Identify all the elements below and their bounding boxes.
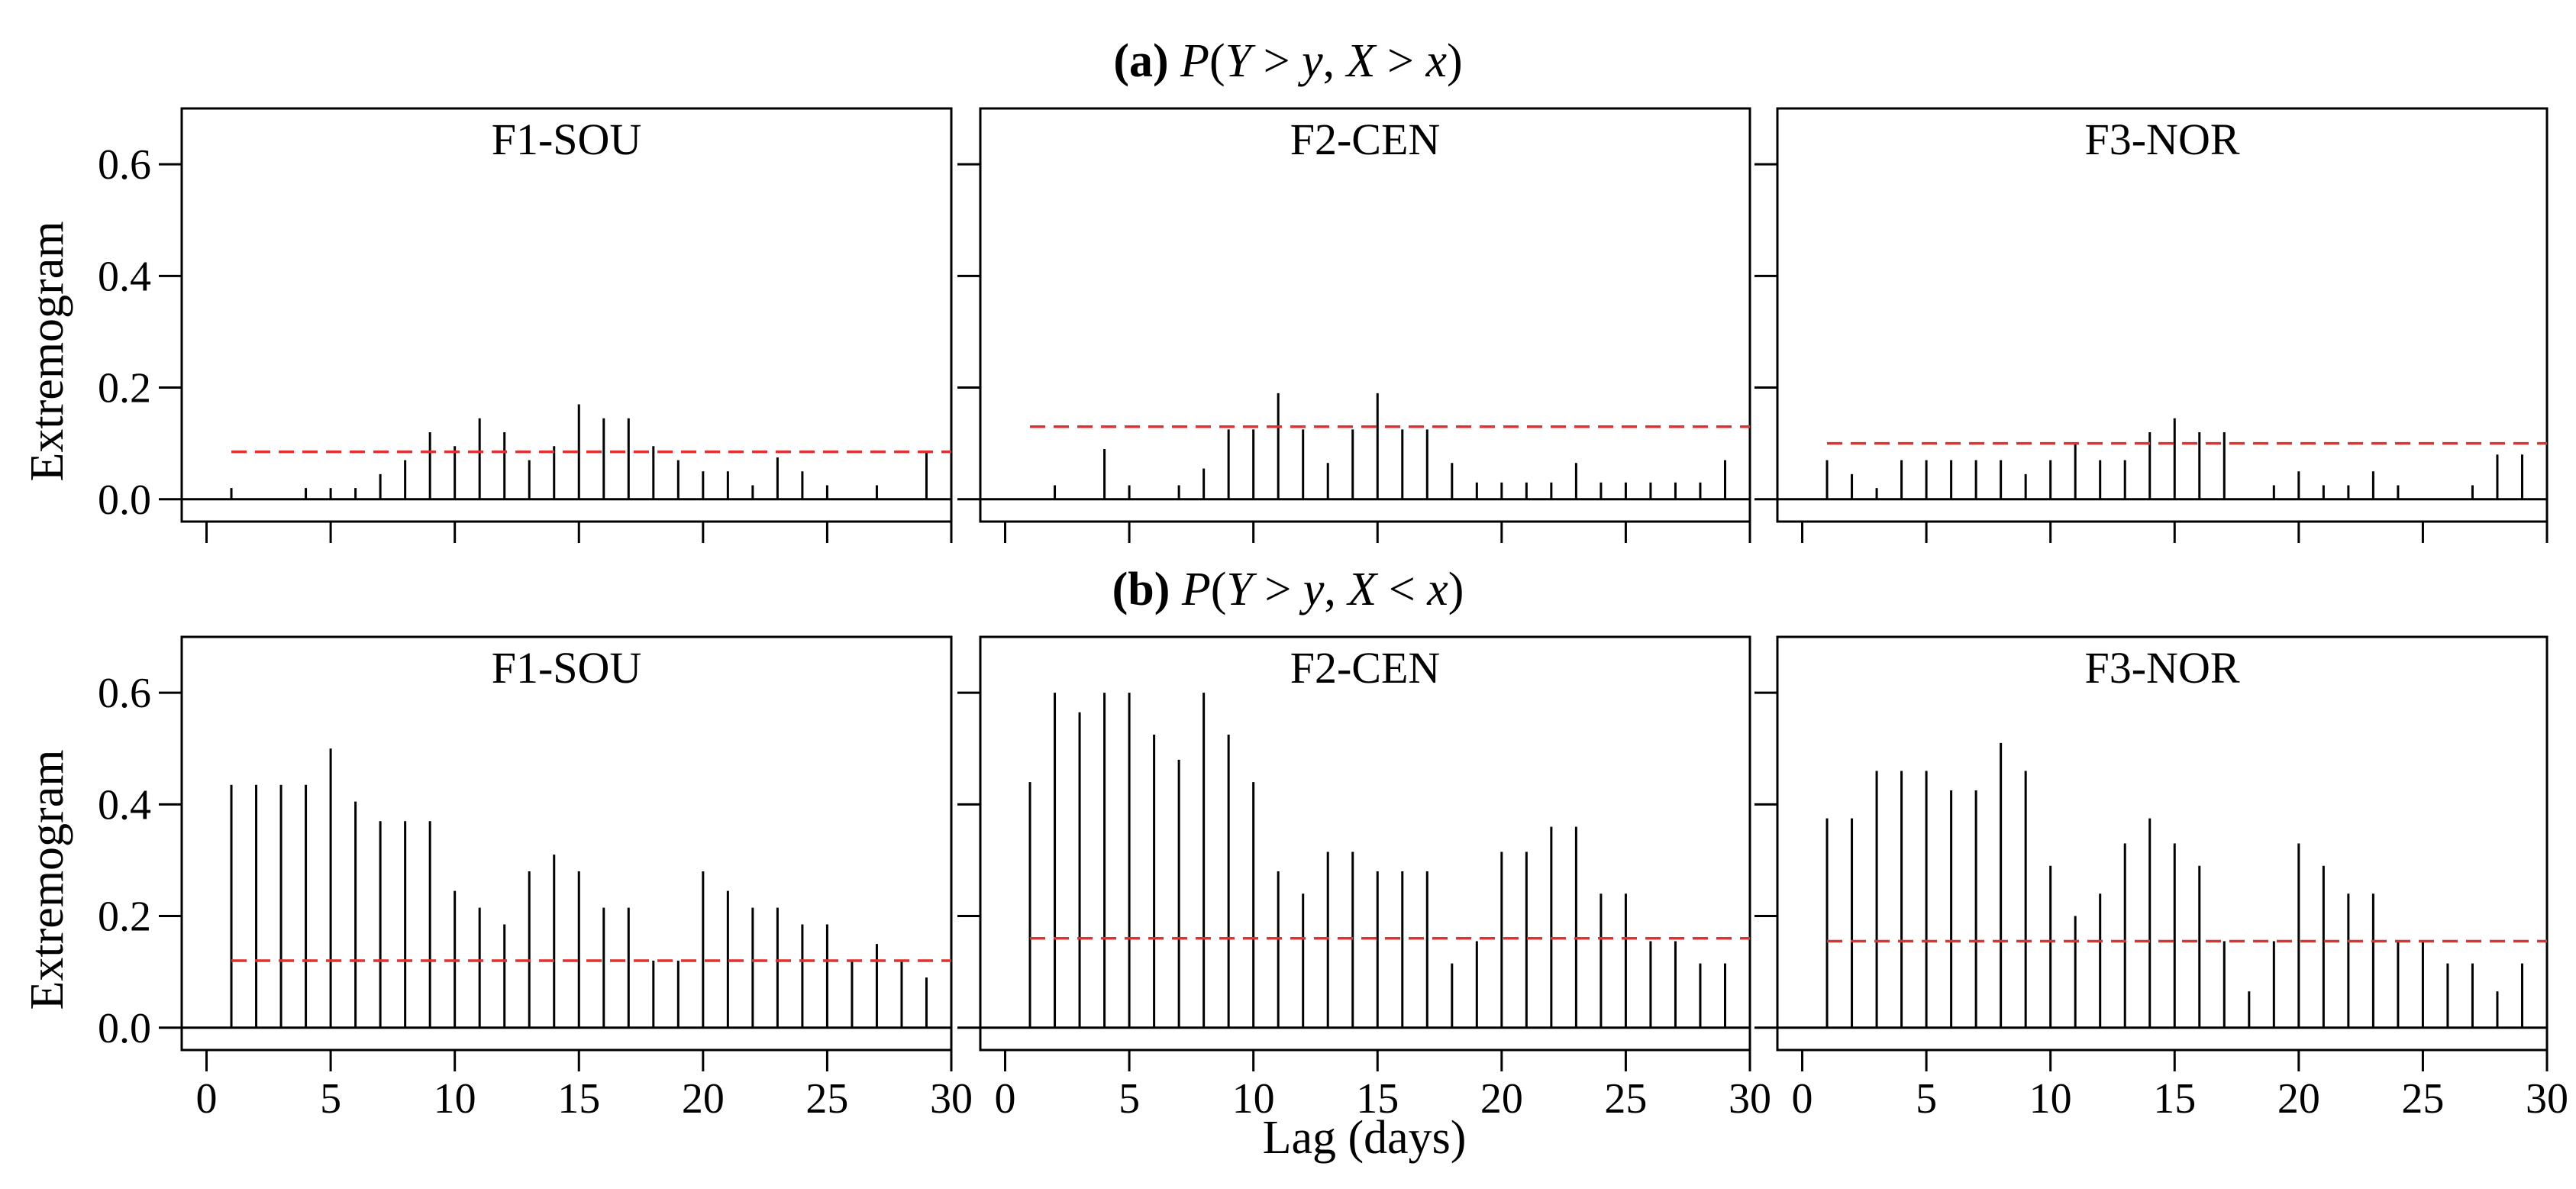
panel-frame	[180, 107, 953, 523]
row-b-label: (b)	[1112, 564, 1170, 616]
x-tick-label: 25	[805, 1075, 848, 1123]
y-tick-label: 0.4	[98, 781, 151, 829]
x-tick-label: 15	[557, 1075, 600, 1123]
panel-title: F2-CEN	[1290, 643, 1441, 693]
y-tick-label: 0.2	[98, 893, 151, 941]
x-tick-label: 10	[2029, 1075, 2072, 1123]
row-a-title: (a) P(Y > y, X > x)	[1113, 35, 1462, 87]
x-tick-label: 30	[930, 1075, 973, 1123]
panel-title: F1-SOU	[492, 643, 642, 693]
x-tick-label: 0	[196, 1075, 218, 1123]
y-tick-label: 0.0	[98, 1005, 151, 1052]
panel-frame	[180, 635, 953, 1052]
x-tick-label: 30	[2526, 1075, 2568, 1123]
x-tick-label: 25	[1604, 1075, 1647, 1123]
x-tick-label: 5	[1916, 1075, 1937, 1123]
x-tick-label: 20	[682, 1075, 725, 1123]
y-tick-label: 0.6	[98, 141, 151, 189]
x-tick-label: 10	[434, 1075, 476, 1123]
row-b-panel-1: F1-SOU 0.0 0.2 0.4 0.6 0 5 10 15 20 25 30	[98, 635, 973, 1123]
panel-title: F1-SOU	[492, 115, 642, 164]
panel-frame	[979, 107, 1751, 523]
row-b-panel-2: F2-CEN 0 5 10 15 20 25 30	[957, 635, 1771, 1123]
y-tick-label: 0.6	[98, 670, 151, 717]
y-axis-label-row-a: Extremogram	[21, 221, 73, 482]
row-b-panel-3: F3-NOR 0 5 10 15 20 25 30	[1754, 635, 2568, 1123]
row-a-panel-3: F3-NOR	[1754, 107, 2549, 543]
x-tick-label: 5	[320, 1075, 341, 1123]
x-tick-label: 5	[1119, 1075, 1140, 1123]
y-tick-label: 0.4	[98, 253, 151, 300]
panel-title: F3-NOR	[2084, 643, 2239, 693]
panel-frame	[979, 635, 1751, 1052]
x-tick-label: 0	[995, 1075, 1016, 1123]
x-tick-label: 25	[2401, 1075, 2444, 1123]
row-b-title: (b) P(Y > y, X < x)	[1112, 564, 1464, 616]
y-axis-label-row-b: Extremogram	[21, 750, 73, 1010]
x-tick-label: 15	[2153, 1075, 2196, 1123]
row-a-panel-2: F2-CEN	[957, 107, 1751, 543]
row-a-panel-1: F1-SOU 0.0 0.2 0.4 0.6	[98, 107, 953, 543]
panels-group: F1-SOU 0.0 0.2 0.4 0.6 F2-CEN F3-NOR F1-SOU 0.0 0…	[98, 107, 2568, 1123]
x-tick-label: 15	[1356, 1075, 1399, 1123]
x-tick-label: 0	[1792, 1075, 1813, 1123]
panel-frame	[1776, 107, 2549, 523]
x-tick-label: 30	[1729, 1075, 1771, 1123]
y-tick-label: 0.0	[98, 477, 151, 524]
panel-title: F3-NOR	[2084, 115, 2239, 164]
panel-frame	[1776, 635, 2549, 1052]
panel-title: F2-CEN	[1290, 115, 1441, 164]
x-tick-label: 20	[1480, 1075, 1523, 1123]
x-tick-label: 10	[1232, 1075, 1275, 1123]
x-tick-label: 20	[2277, 1075, 2320, 1123]
x-axis-label: Lag (days)	[1263, 1112, 1467, 1164]
row-a-label: (a)	[1113, 35, 1168, 87]
y-tick-label: 0.2	[98, 365, 151, 412]
